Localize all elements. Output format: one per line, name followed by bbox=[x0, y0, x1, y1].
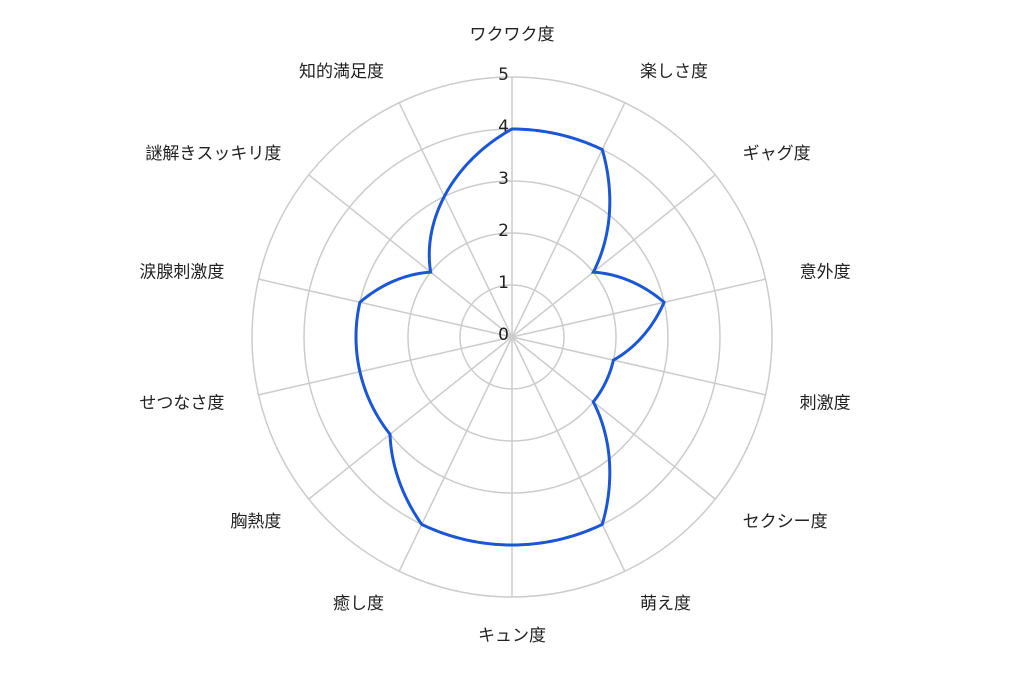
grid-spoke bbox=[258, 278, 513, 338]
axis-label: キュン度 bbox=[478, 626, 546, 646]
axis-label: 刺激度 bbox=[800, 394, 851, 414]
grid-spoke bbox=[511, 278, 766, 338]
tick-label: 4 bbox=[498, 117, 509, 137]
axis-label: 胸熱度 bbox=[230, 512, 281, 532]
axis-label: ワクワク度 bbox=[470, 25, 555, 45]
grid-spoke bbox=[511, 336, 766, 396]
grid-spoke bbox=[398, 336, 513, 572]
axis-label: 萌え度 bbox=[640, 594, 691, 614]
axis-label: 涙腺刺激度 bbox=[139, 261, 224, 282]
axis-label: 意外度 bbox=[800, 262, 851, 282]
axis-label: 癒し度 bbox=[333, 594, 384, 614]
axis-label: 知的満足度 bbox=[299, 62, 384, 82]
tick-label: 2 bbox=[498, 221, 509, 241]
tick-label: 5 bbox=[498, 65, 509, 85]
series-line bbox=[354, 127, 666, 547]
grid-spoke bbox=[308, 336, 513, 500]
grid-spoke bbox=[511, 336, 716, 500]
grid-spoke bbox=[308, 174, 513, 338]
axis-label: せつなさ度 bbox=[139, 394, 224, 414]
grid-spoke bbox=[511, 174, 716, 338]
grid-spoke bbox=[258, 336, 513, 396]
axis-label: ギャグ度 bbox=[743, 144, 811, 164]
tick-label: 1 bbox=[498, 273, 509, 293]
axis-label: セクシー度 bbox=[743, 512, 828, 532]
tick-label: 3 bbox=[498, 169, 509, 189]
tick-label: 0 bbox=[498, 325, 509, 345]
grid-spoke bbox=[511, 336, 626, 572]
grid-spoke bbox=[398, 102, 513, 338]
axis-label: 謎解きスッキリ度 bbox=[145, 144, 281, 164]
grid-spoke bbox=[511, 102, 626, 338]
axis-label: 楽しさ度 bbox=[640, 62, 708, 82]
